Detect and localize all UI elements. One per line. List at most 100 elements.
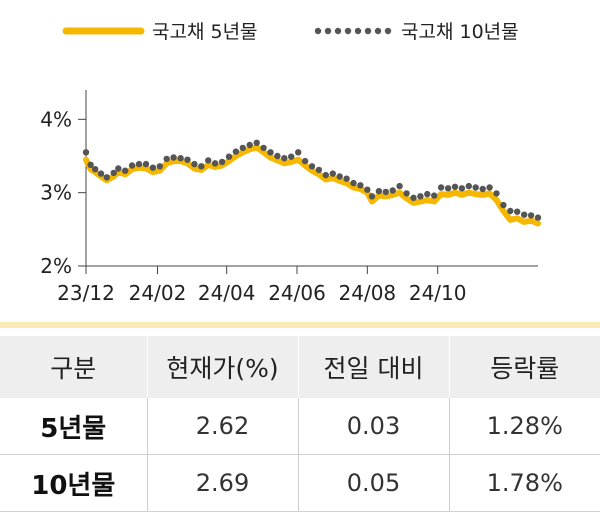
x-tick-label: 24/02 [129, 281, 187, 305]
y-tick-label: 4% [40, 107, 72, 131]
data-point-10y [184, 156, 191, 163]
legend-dot [334, 27, 342, 35]
data-point-10y [403, 190, 410, 197]
data-point-10y [205, 157, 212, 164]
cell-price-10y: 2.69 [147, 454, 299, 512]
data-point-10y [281, 155, 288, 162]
data-point-10y [142, 160, 150, 168]
y-tick-label: 3% [40, 181, 72, 205]
x-tick-label: 24/04 [198, 281, 256, 305]
data-point-10y [486, 184, 493, 191]
legend-dot [374, 27, 382, 35]
data-point-10y [115, 165, 122, 172]
data-point-10y [410, 194, 417, 201]
data-point-10y [225, 153, 233, 160]
data-point-10y [465, 182, 472, 190]
x-tick-label: 24/06 [268, 281, 326, 305]
data-point-10y [451, 183, 459, 190]
data-point-10y [396, 182, 403, 190]
cell-price-5y: 2.62 [147, 398, 299, 455]
data-point-10y [336, 173, 343, 180]
data-point-10y [288, 153, 295, 160]
data-point-10y [521, 211, 528, 218]
data-point-10y [128, 162, 136, 169]
data-point-10y [246, 141, 253, 149]
data-point-10y [260, 144, 267, 152]
data-point-10y [253, 139, 260, 146]
legend-dot [384, 27, 392, 35]
legend-swatch-10y [314, 27, 392, 35]
yield-quote-table: 구분 현재가(%) 전일 대비 등락률 5년물 2.62 0.03 1.28% … [0, 336, 600, 512]
data-point-10y [156, 163, 163, 170]
data-point-10y [122, 167, 129, 174]
data-point-10y [135, 160, 143, 168]
table-header-row: 구분 현재가(%) 전일 대비 등락률 [0, 336, 600, 398]
table-row: 5년물 2.62 0.03 1.28% [0, 398, 600, 455]
chart-axes: 2% 3% 4% 23/12 24/02 24/04 24/06 24/08 24/10 [40, 90, 538, 305]
row-label-5y: 5년물 [0, 398, 148, 455]
chart-legend: 국고채 5년물 국고채 10년물 [62, 21, 519, 43]
cell-rate-5y: 1.28% [449, 398, 600, 455]
data-point-10y [295, 149, 302, 156]
data-point-10y [92, 166, 99, 173]
data-point-10y [198, 163, 205, 170]
legend-label-5y: 국고채 5년물 [152, 21, 258, 43]
data-point-10y [364, 186, 371, 193]
data-point-10y [514, 208, 521, 215]
data-point-10y [527, 212, 535, 219]
cell-change-5y: 0.03 [298, 398, 450, 455]
data-point-10y [329, 170, 336, 177]
cell-rate-10y: 1.78% [449, 454, 600, 512]
data-point-10y [375, 188, 383, 195]
data-point-10y [500, 201, 507, 209]
header-current-price: 현재가(%) [147, 336, 299, 398]
data-point-10y [479, 185, 486, 193]
series-line-5y-path [83, 144, 541, 227]
y-tick-label: 2% [40, 254, 72, 278]
legend-dot [344, 27, 352, 35]
table-row: 10년물 2.69 0.05 1.78% [0, 454, 600, 512]
data-point-10y [437, 184, 445, 191]
data-point-10y [301, 157, 309, 165]
cell-change-10y: 0.05 [298, 454, 450, 512]
data-point-10y [267, 149, 274, 156]
data-point-10y [424, 190, 431, 198]
header-change-rate: 등락률 [449, 336, 600, 398]
data-point-10y [218, 158, 226, 166]
data-point-10y [170, 154, 177, 161]
data-point-10y [534, 214, 542, 221]
data-point-10y [343, 175, 350, 182]
x-tick-label: 24/08 [339, 281, 397, 305]
data-point-10y [382, 188, 389, 196]
data-point-10y [103, 174, 111, 181]
x-tick-label: 24/10 [409, 281, 467, 305]
legend-dot [324, 27, 332, 35]
data-point-10y [274, 152, 281, 160]
legend-label-10y: 국고채 10년물 [401, 21, 519, 43]
legend-dot [364, 27, 372, 35]
data-point-10y [239, 144, 246, 152]
row-label-10y: 10년물 [0, 454, 148, 512]
data-point-10y [431, 192, 438, 199]
data-point-10y [110, 169, 117, 177]
data-point-10y [87, 161, 94, 168]
data-point-10y [350, 179, 357, 187]
data-point-10y [149, 164, 157, 171]
legend-dot [354, 27, 362, 35]
bond-yield-line-chart: 국고채 5년물 국고채 10년물 2% 3% 4% 23/12 24/02 24/04 24… [40, 21, 542, 305]
series-dots-10y [82, 139, 542, 221]
data-point-10y [97, 170, 105, 177]
data-point-10y [191, 160, 198, 168]
header-category: 구분 [0, 336, 148, 398]
data-point-10y [82, 149, 90, 156]
data-point-10y [493, 190, 500, 197]
header-daily-change: 전일 대비 [298, 336, 450, 398]
data-point-10y [417, 193, 424, 200]
data-point-10y [368, 193, 376, 200]
section-divider [0, 322, 600, 328]
data-point-10y [308, 163, 316, 170]
legend-dot [314, 27, 322, 35]
data-point-10y [357, 182, 364, 189]
data-point-10y [472, 184, 479, 191]
data-point-10y [177, 155, 184, 162]
